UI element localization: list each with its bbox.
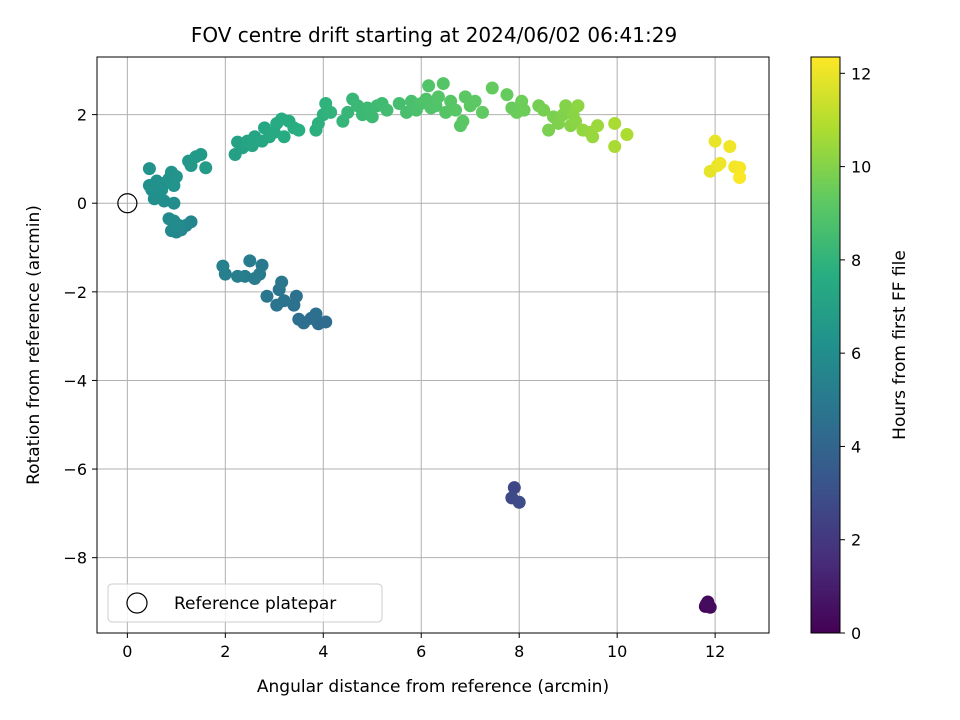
- scatter-point: [713, 156, 727, 170]
- scatter-point: [289, 289, 303, 303]
- scatter-point: [243, 254, 257, 268]
- scatter-point: [172, 218, 186, 232]
- y-tick-label: −8: [63, 549, 87, 568]
- scatter-point: [292, 312, 306, 326]
- x-axis-ticks: 0 2 4 6 8 10 12: [122, 633, 725, 661]
- scatter-point: [485, 81, 499, 95]
- x-tick-label: 0: [122, 642, 132, 661]
- scatter-point: [608, 140, 622, 154]
- scatter-point: [449, 103, 463, 117]
- chart-title: FOV centre drift starting at 2024/06/02 …: [191, 23, 677, 47]
- scatter-point: [507, 481, 521, 495]
- x-tick-label: 4: [318, 642, 328, 661]
- colorbar-tick-label: 8: [851, 251, 861, 270]
- scatter-point: [231, 269, 245, 283]
- y-axis-ticks: 2 0 −2 −4 −6 −8: [63, 106, 97, 568]
- colorbar-tick-label: 6: [851, 344, 861, 363]
- x-tick-label: 6: [416, 642, 426, 661]
- y-tick-label: 0: [77, 194, 87, 213]
- scatter-point: [194, 147, 208, 161]
- colorbar-gradient: [810, 56, 841, 634]
- scatter-point: [608, 116, 622, 130]
- scatter-point: [468, 94, 482, 108]
- scatter-point: [380, 103, 394, 117]
- scatter-point: [167, 178, 181, 192]
- scatter-point: [277, 130, 291, 144]
- scatter-point: [392, 97, 406, 111]
- plot-frame: [96, 56, 770, 634]
- colorbar-tick-label: 0: [851, 624, 861, 643]
- scatter-point: [341, 105, 355, 119]
- scatter-point: [248, 272, 262, 286]
- scatter-point: [431, 90, 445, 104]
- data-points: [117, 77, 747, 614]
- scatter-point: [422, 79, 436, 93]
- x-tick-label: 8: [514, 642, 524, 661]
- scatter-point: [275, 275, 289, 289]
- scatter-point: [270, 298, 284, 312]
- scatter-point: [216, 259, 230, 273]
- scatter-point: [309, 307, 323, 321]
- scatter-point: [620, 128, 634, 142]
- y-tick-label: −4: [63, 371, 87, 390]
- scatter-point: [733, 161, 747, 175]
- scatter-point: [292, 123, 306, 137]
- scatter-point: [167, 196, 181, 210]
- scatter-point: [319, 315, 333, 329]
- scatter-point: [436, 77, 450, 91]
- scatter-point: [699, 597, 713, 611]
- scatter-point: [512, 495, 526, 509]
- scatter-point: [517, 103, 531, 117]
- scatter-point: [733, 171, 747, 185]
- scatter-point: [260, 289, 274, 303]
- reference-marker: [117, 193, 138, 214]
- colorbar-tick-label: 10: [851, 158, 871, 177]
- scatter-point: [591, 119, 605, 133]
- y-axis-label: Rotation from reference (arcmin): [24, 205, 44, 485]
- legend-label: Reference platepar: [174, 594, 336, 614]
- scatter-point: [456, 114, 470, 128]
- x-tick-label: 2: [220, 642, 230, 661]
- scatter-point: [559, 99, 573, 113]
- x-tick-label: 10: [607, 642, 627, 661]
- scatter-point: [365, 110, 379, 124]
- colorbar-tick-label: 4: [851, 437, 861, 456]
- scatter-point: [571, 99, 585, 113]
- scatter-point: [324, 105, 338, 119]
- y-tick-label: 2: [77, 106, 87, 125]
- scatter-point: [155, 183, 169, 197]
- x-tick-label: 12: [705, 642, 725, 661]
- scatter-point: [723, 140, 737, 154]
- legend-marker: [126, 592, 148, 614]
- scatter-point: [537, 103, 551, 117]
- scatter-point: [542, 123, 556, 137]
- scatter-point: [586, 130, 600, 144]
- scatter-point: [439, 105, 453, 119]
- scatter-point: [199, 161, 213, 175]
- scatter-point: [142, 162, 156, 176]
- scatter-point: [708, 134, 722, 148]
- colorbar-tick-label: 12: [851, 64, 871, 83]
- scatter-point: [569, 114, 583, 128]
- colorbar-ticks: 0 2 4 6 8 10 12: [840, 64, 871, 643]
- colorbar-label: Hours from first FF file: [890, 250, 910, 440]
- colorbar-tick-label: 2: [851, 531, 861, 550]
- legend-box: [107, 583, 383, 623]
- x-axis-label: Angular distance from reference (arcmin): [257, 677, 609, 697]
- y-tick-label: −2: [63, 283, 87, 302]
- scatter-point: [400, 105, 414, 119]
- colorbar: 0 2 4 6 8 10 12 Hours from first FF file: [810, 56, 910, 643]
- legend: Reference platepar: [107, 583, 383, 623]
- scatter-point: [475, 105, 489, 119]
- grid-lines: [97, 57, 769, 633]
- scatter-point: [500, 88, 514, 102]
- y-tick-label: −6: [63, 460, 87, 479]
